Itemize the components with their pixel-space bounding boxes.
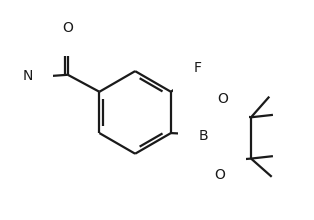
Text: O: O [218,92,229,106]
Text: N: N [22,70,33,83]
Text: O: O [62,21,73,35]
Text: O: O [214,168,225,182]
Text: F: F [193,61,202,75]
Text: B: B [199,128,208,143]
